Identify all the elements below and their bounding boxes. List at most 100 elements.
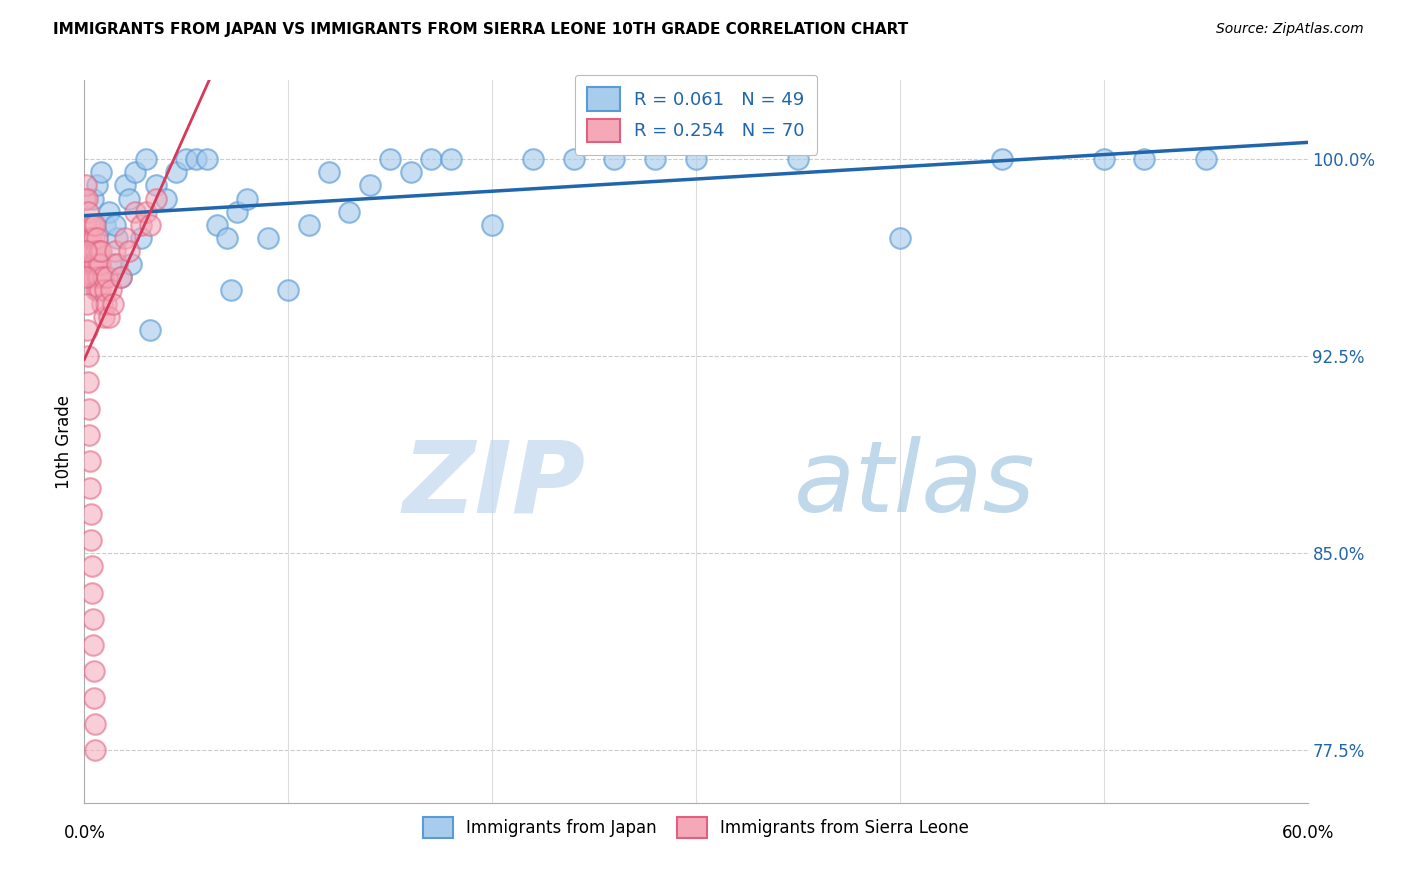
Point [118,244,141,258]
Point [145,192,167,206]
Point [135,204,157,219]
Point [124,165,146,179]
Point [1133,152,1156,166]
Point [84,257,107,271]
Point [97,310,120,324]
Point [87,284,110,298]
Point [80,533,103,547]
Text: ZIP: ZIP [404,436,586,533]
Point [82,257,104,271]
Point [399,165,422,179]
Y-axis label: 10th Grade: 10th Grade [55,394,73,489]
Point [165,165,187,179]
Point [1195,152,1218,166]
Point [991,152,1014,166]
Point [562,152,585,166]
Point [440,152,463,166]
Point [84,244,107,258]
Point [83,218,105,232]
Point [77,376,100,390]
Point [75,218,97,232]
Point [603,152,626,166]
Point [91,270,114,285]
Point [138,323,160,337]
Point [75,270,97,285]
Text: 60.0%: 60.0% [1281,824,1334,842]
Point [110,270,132,285]
Point [90,296,112,310]
Point [104,244,127,258]
Point [83,690,105,705]
Point [82,585,104,599]
Point [80,270,103,285]
Text: atlas: atlas [794,436,1035,533]
Point [86,178,108,193]
Point [481,218,503,232]
Point [79,507,101,521]
Point [77,401,100,416]
Point [93,218,115,232]
Point [76,296,98,310]
Point [277,284,299,298]
Point [82,638,104,652]
Point [339,204,361,219]
Legend: Immigrants from Japan, Immigrants from Sierra Leone: Immigrants from Japan, Immigrants from S… [416,810,976,845]
Point [186,152,208,166]
Point [101,296,124,310]
Point [100,284,122,298]
Point [131,218,153,232]
Point [77,204,100,219]
Point [135,152,157,166]
Point [79,257,101,271]
Point [120,257,142,271]
Point [226,204,249,219]
Point [87,270,110,285]
Point [145,178,167,193]
Point [114,178,136,193]
Point [97,204,120,219]
Text: 0.0%: 0.0% [63,824,105,842]
Point [93,284,115,298]
Point [114,231,136,245]
Point [84,743,107,757]
Point [205,218,228,232]
Point [79,244,101,258]
Point [90,244,112,258]
Point [75,178,97,193]
Point [138,218,160,232]
Point [131,231,153,245]
Text: Source: ZipAtlas.com: Source: ZipAtlas.com [1216,22,1364,37]
Point [685,152,707,166]
Point [174,152,197,166]
Point [155,192,177,206]
Point [77,244,100,258]
Point [83,665,105,679]
Point [298,218,321,232]
Point [82,218,104,232]
Point [76,349,98,363]
Point [89,257,111,271]
Point [79,481,101,495]
Point [105,231,128,245]
Point [79,218,101,232]
Point [83,717,105,731]
Point [77,428,100,442]
Point [90,165,112,179]
Point [82,244,104,258]
Point [236,192,259,206]
Point [89,284,111,298]
Point [217,231,239,245]
Point [1092,152,1115,166]
Point [80,231,103,245]
Point [105,257,128,271]
Point [96,270,118,285]
Point [76,192,98,206]
Point [75,244,97,258]
Point [86,270,108,285]
Point [86,231,108,245]
Point [94,296,117,310]
Point [889,231,911,245]
Point [318,165,340,179]
Point [83,270,105,285]
Point [195,152,218,166]
